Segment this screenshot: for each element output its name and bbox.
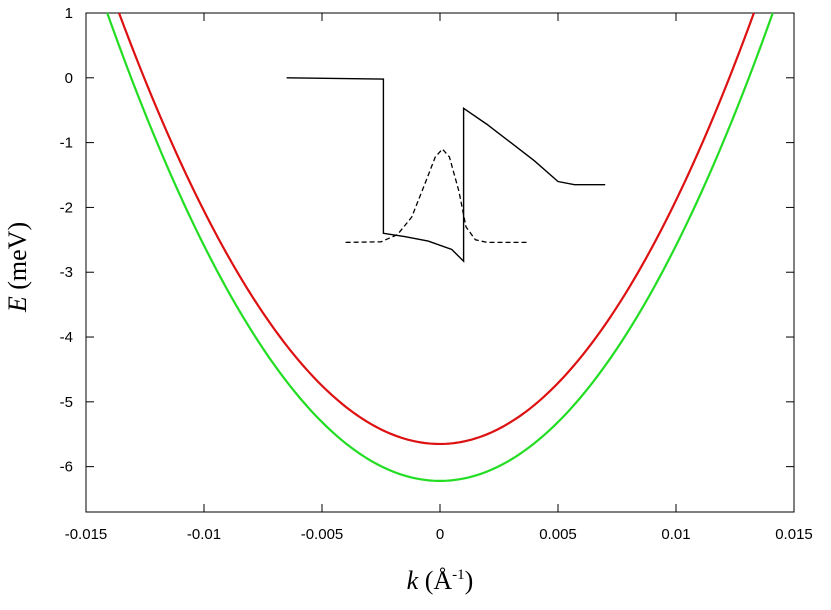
y-tick-label: -4 [60,329,73,346]
x-tick-label: -0.01 [187,526,221,543]
y-tick-label: 0 [65,70,73,87]
ticks [85,12,795,512]
series-group [106,12,774,482]
x-tick-label: -0.015 [65,526,108,543]
y-tick-label: 1 [65,5,73,22]
x-tick-label: 0.01 [661,526,690,543]
x-tick-labels: -0.015 -0.01 -0.005 0 0.005 0.01 0.015 [65,526,813,543]
inset-schematic [286,77,606,263]
x-tick-label: 0.015 [775,526,813,543]
y-tick-label: -5 [60,394,73,411]
y-tick-label: -2 [60,199,73,216]
inset-potential-profile [286,77,606,263]
plot-area-frame [85,12,795,513]
x-tick-label: 0 [436,526,444,543]
y-tick-labels: 1 0 -1 -2 -3 -4 -5 -6 [60,5,73,476]
x-tick-label: 0.005 [539,526,577,543]
inset-wavefunction-dashed [345,148,528,244]
y-tick-label: -3 [60,264,73,281]
x-axis-title: k (Å-1) [407,566,474,595]
y-axis-title: E (meV) [3,222,32,313]
series-line-1 [118,12,755,446]
y-tick-label: -1 [60,135,73,152]
x-tick-label: -0.005 [301,526,344,543]
series-line-2 [106,12,774,482]
y-tick-label: -6 [60,459,73,476]
